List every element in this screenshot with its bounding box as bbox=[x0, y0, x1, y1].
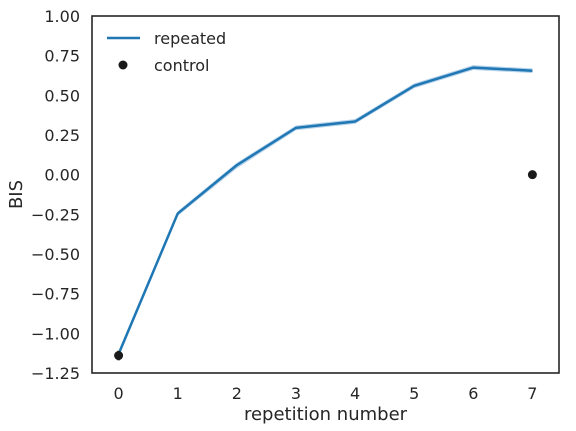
x-tick-label-6: 6 bbox=[468, 384, 478, 403]
control-point-1 bbox=[527, 170, 537, 180]
y-tick-label-5: −0.25 bbox=[31, 205, 80, 224]
x-tick-label-4: 4 bbox=[350, 384, 360, 403]
x-tick-label-3: 3 bbox=[291, 384, 301, 403]
y-tick-label-3: 0.25 bbox=[44, 126, 80, 145]
x-tick-layer: 0 1 2 3 4 5 6 7 bbox=[114, 384, 538, 403]
y-tick-layer: 1.00 0.75 0.50 0.25 0.00 −0.25 −0.50 −0.75 −1.00… bbox=[31, 7, 80, 383]
y-tick-label-7: −0.75 bbox=[31, 285, 80, 304]
y-tick-label-0: 1.00 bbox=[44, 7, 80, 26]
legend: repeated control bbox=[107, 29, 226, 75]
y-tick-label-6: −0.50 bbox=[31, 245, 80, 264]
x-tick-label-1: 1 bbox=[173, 384, 183, 403]
plot-line-layer bbox=[117, 66, 533, 355]
y-tick-label-8: −1.00 bbox=[31, 324, 80, 343]
plot-frame bbox=[91, 15, 560, 374]
y-tick-label-4: 0.00 bbox=[44, 166, 80, 185]
x-tick-label-0: 0 bbox=[114, 384, 124, 403]
plot-point-layer bbox=[114, 170, 537, 361]
y-tick-label-1: 0.75 bbox=[44, 47, 80, 66]
y-tick-label-2: 0.50 bbox=[44, 86, 80, 105]
legend-control-swatch bbox=[118, 60, 128, 70]
x-tick-label-7: 7 bbox=[527, 384, 537, 403]
control-point-0 bbox=[114, 351, 124, 361]
x-axis-label: repetition number bbox=[244, 404, 408, 425]
legend-control-label: control bbox=[154, 56, 209, 75]
repeated-series-line bbox=[117, 66, 533, 355]
legend-repeated-label: repeated bbox=[154, 29, 226, 48]
y-tick-label-9: −1.25 bbox=[31, 364, 80, 383]
y-axis-label: BIS bbox=[6, 180, 27, 209]
x-tick-label-2: 2 bbox=[232, 384, 242, 403]
x-tick-label-5: 5 bbox=[409, 384, 419, 403]
